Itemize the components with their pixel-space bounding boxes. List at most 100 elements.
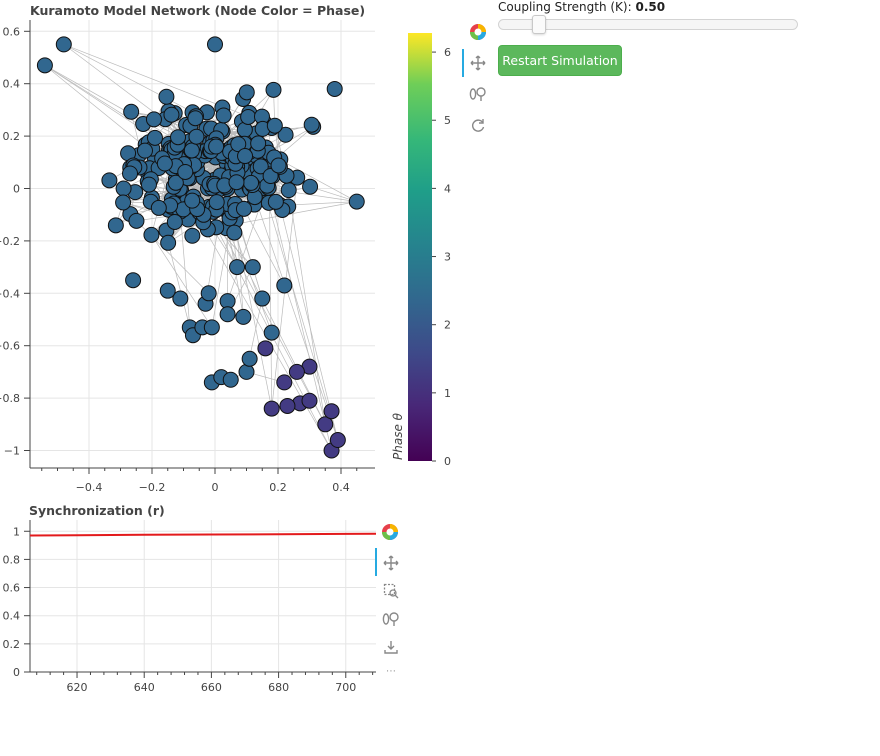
network-node[interactable] [163,106,180,123]
bokeh-logo-icon[interactable] [469,23,487,41]
network-node[interactable] [156,155,173,172]
bokeh-logo-icon[interactable] [381,523,399,541]
network-node[interactable] [265,81,282,98]
network-node[interactable] [303,116,320,133]
reset-icon[interactable] [469,116,487,134]
sync-plot[interactable]: 0 0.2 0.4 0.6 0.8 1 620 640 660 680 700 [0,500,420,700]
network-node[interactable] [302,178,319,195]
network-node[interactable] [301,392,318,409]
network-node[interactable] [184,192,201,209]
network-node[interactable] [237,148,254,165]
network-node[interactable] [177,163,194,180]
pan-icon[interactable] [469,54,487,72]
network-node[interactable] [277,126,294,143]
network-node[interactable] [115,180,132,197]
network-node[interactable] [238,363,255,380]
coupling-slider[interactable] [498,15,798,34]
network-node[interactable] [276,374,293,391]
network-node[interactable] [36,57,53,74]
save-icon[interactable] [382,638,400,656]
network-node[interactable] [326,80,343,97]
network-node[interactable] [183,142,200,159]
network-node[interactable] [229,259,246,276]
pan-icon[interactable] [382,554,400,572]
network-node[interactable] [150,199,167,216]
wheel-zoom-icon[interactable] [382,610,400,628]
network-node[interactable] [128,212,145,229]
network-node[interactable] [323,403,340,420]
network-node[interactable] [257,340,274,357]
network-node[interactable] [208,194,225,211]
network-node[interactable] [158,88,175,105]
network-node[interactable] [208,138,225,155]
network-node[interactable] [250,135,267,152]
y-tick-label: −0.4 [0,287,20,300]
network-node[interactable] [235,308,252,325]
network-node[interactable] [159,282,176,299]
network-node[interactable] [276,277,293,294]
network-node[interactable] [254,290,271,307]
network-node[interactable] [240,108,257,125]
plot-area[interactable] [30,20,375,468]
y-tick-label: −1 [4,445,20,458]
network-node[interactable] [172,290,189,307]
network-node[interactable] [219,306,236,323]
network-node[interactable] [280,182,297,199]
network-node[interactable] [55,36,72,53]
network-plot[interactable]: 0.6 0.4 0.2 0 −0.2 −0.4 −0.6 −0.8 −1 −0.4 −0.2 0 0.2… [0,0,880,500]
network-node[interactable] [288,363,305,380]
y-tick-label: 0.4 [3,78,21,91]
network-node[interactable] [107,217,124,234]
network-node[interactable] [125,272,142,289]
network-node[interactable] [101,172,118,189]
network-node[interactable] [160,234,177,251]
network-node[interactable] [317,416,334,433]
more-icon[interactable]: ⋯ [386,665,396,677]
network-node[interactable] [145,111,162,128]
network-node[interactable] [263,324,280,341]
network-node[interactable] [143,226,160,243]
restart-simulation-button[interactable]: Restart Simulation [498,45,622,76]
network-node[interactable] [203,319,220,336]
network-node[interactable] [140,176,157,193]
coupling-strength-label: Coupling Strength (K): 0.50 [498,0,665,14]
network-node[interactable] [166,213,183,230]
wheel-zoom-icon[interactable] [469,85,487,103]
network-node[interactable] [348,193,365,210]
network-node[interactable] [243,174,260,191]
network-node[interactable] [122,165,139,182]
network-node[interactable] [187,110,204,127]
network-node[interactable] [235,200,252,217]
network-node[interactable] [267,193,284,210]
network-node[interactable] [188,128,205,145]
network-node[interactable] [146,129,163,146]
network-node[interactable] [184,227,201,244]
network-node[interactable] [200,285,217,302]
network-node[interactable] [263,400,280,417]
network-node[interactable] [266,117,283,134]
network-node[interactable] [329,432,346,449]
x-tick-label: 620 [67,681,88,694]
network-node[interactable] [244,259,261,276]
network-node[interactable] [226,224,243,241]
network-node[interactable] [279,397,296,414]
network-node[interactable] [167,174,184,191]
sync-plot-area[interactable] [30,520,376,672]
x-tick-label: 0 [212,481,219,494]
network-node[interactable] [241,350,258,367]
y-tick-label: 0.8 [3,553,21,566]
network-node[interactable] [170,129,187,146]
network-node[interactable] [123,103,140,120]
network-node[interactable] [228,174,245,191]
network-node[interactable] [222,371,239,388]
network-node[interactable] [207,36,223,53]
box-zoom-icon[interactable] [382,582,400,600]
coupling-slider-handle[interactable] [531,15,546,34]
network-node[interactable] [115,194,132,211]
network-node[interactable] [238,84,255,101]
network-node[interactable] [230,136,247,153]
network-node[interactable] [136,142,153,159]
network-node[interactable] [270,157,287,174]
network-node[interactable] [215,107,232,124]
network-node[interactable] [252,158,269,175]
